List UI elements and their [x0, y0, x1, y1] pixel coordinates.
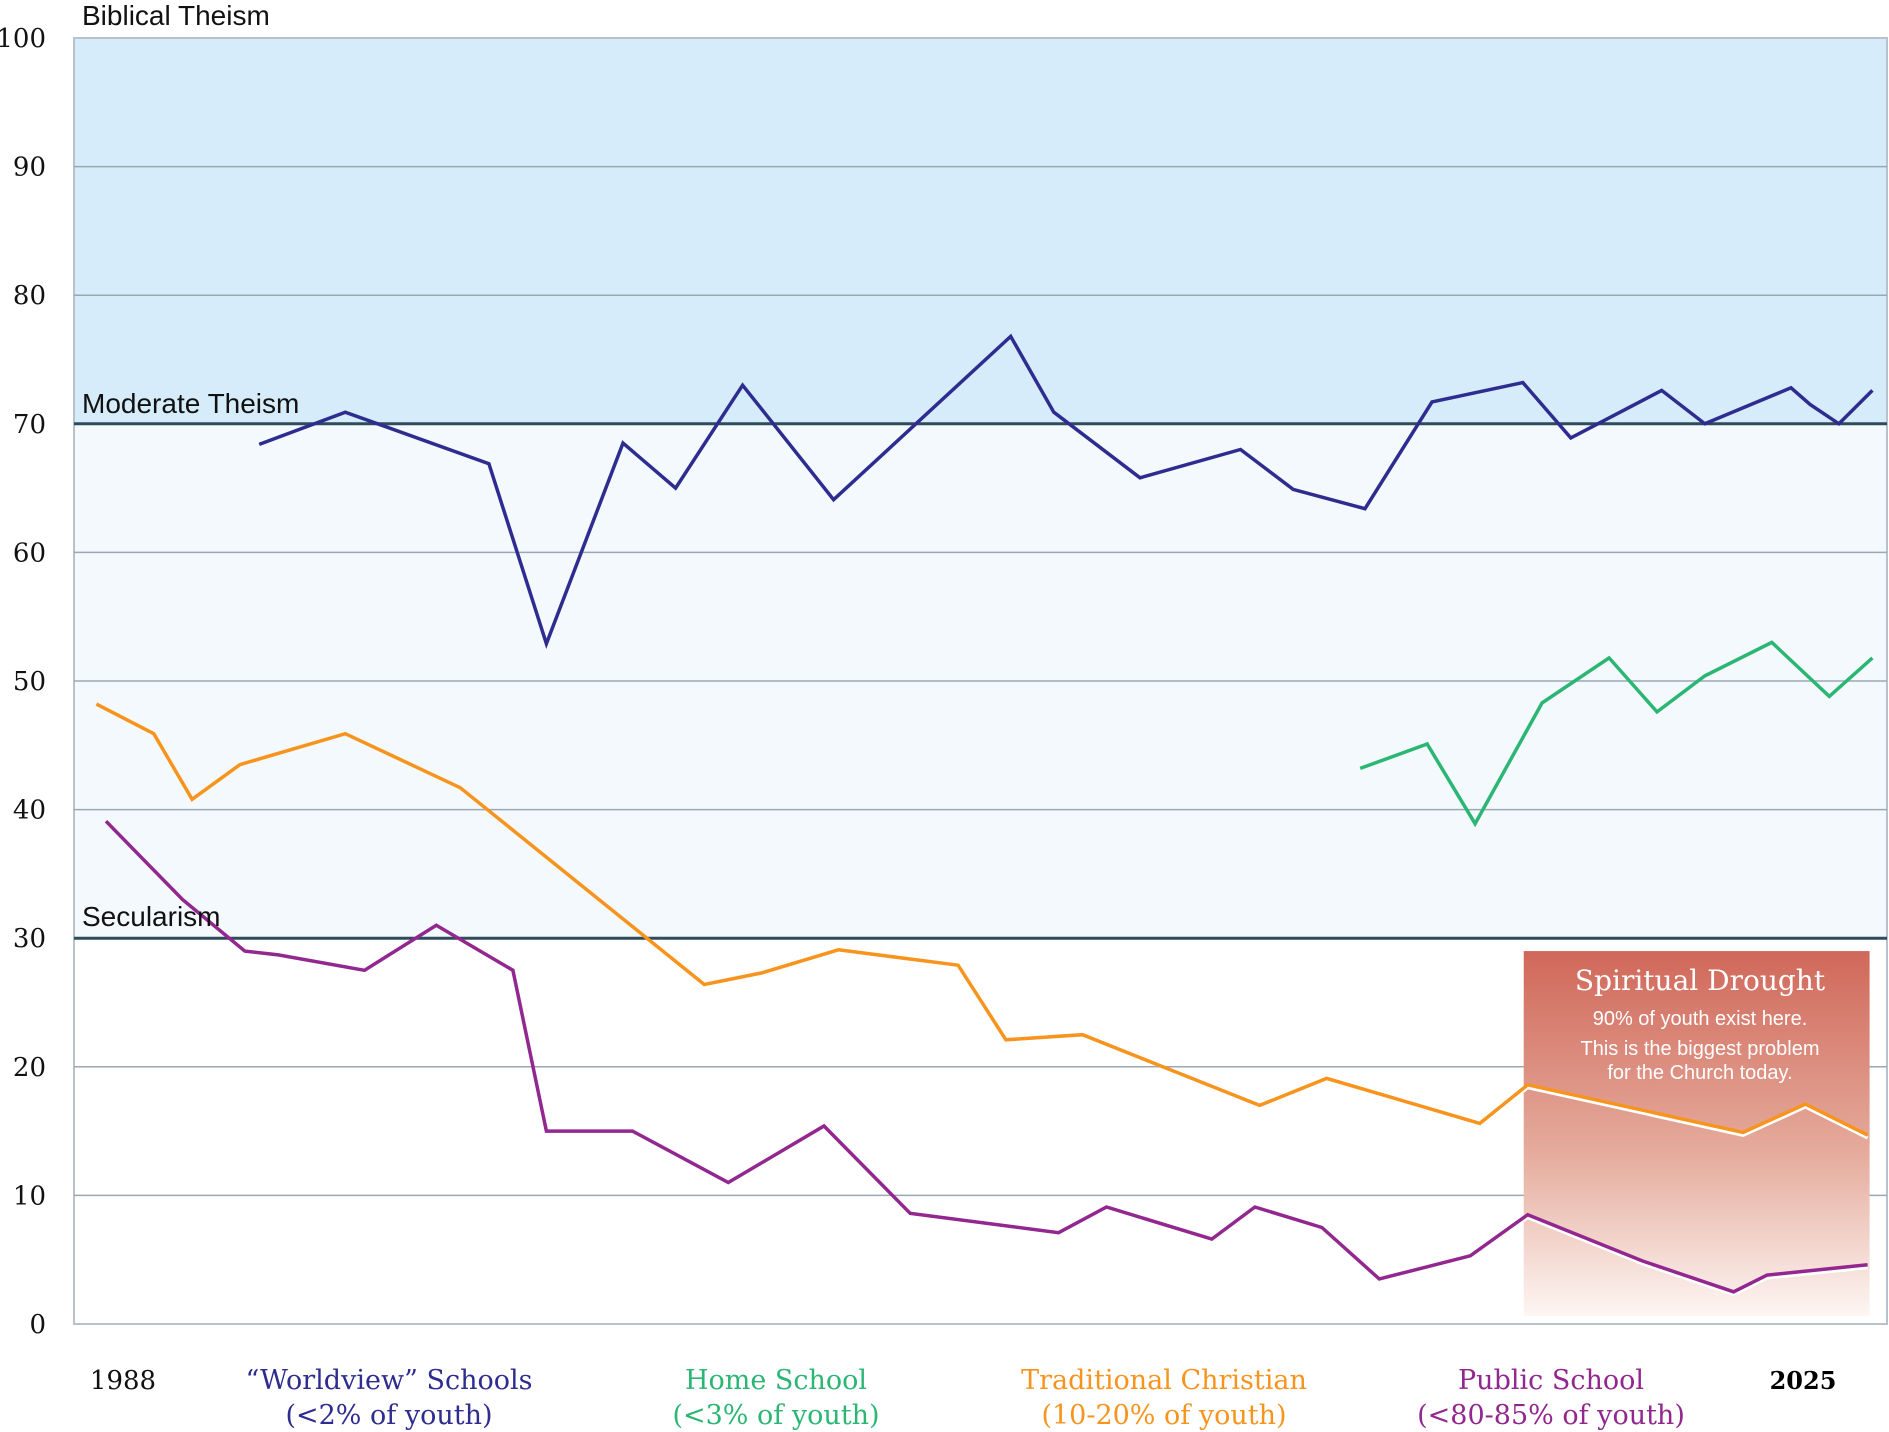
legend-share: (<3% of youth) — [672, 1400, 879, 1431]
legend-share: (<80-85% of youth) — [1417, 1400, 1685, 1431]
y-tick-label: 100 — [0, 24, 46, 54]
spiritual-drought-box — [1523, 951, 1870, 1316]
series-lines — [95, 333, 1874, 1297]
series-line-1 — [1359, 640, 1874, 828]
spiritual-drought-text: Spiritual Drought 90% of youth exist her… — [1575, 964, 1826, 1084]
y-tick-label: 90 — [13, 153, 46, 183]
series-line-3 — [104, 819, 1868, 1294]
y-axis-ticks: 0 10 20 30 40 50 60 70 80 90 100 — [0, 24, 46, 1340]
zone-label-biblical-theism: Biblical Theism — [82, 0, 270, 31]
x-label-start: 1988 — [90, 1366, 156, 1396]
annotation-title: Spiritual Drought — [1575, 964, 1826, 997]
zone-band-0 — [74, 38, 1887, 424]
y-tick-label: 30 — [13, 924, 46, 954]
y-tick-label: 60 — [13, 538, 46, 568]
legend-name: Home School — [685, 1365, 867, 1396]
legend-name: Public School — [1458, 1365, 1644, 1396]
annotation-line1: 90% of youth exist here. — [1593, 1008, 1808, 1030]
y-tick-label: 10 — [13, 1181, 46, 1211]
legend-name: Traditional Christian — [1021, 1365, 1307, 1396]
legend-share: (<2% of youth) — [285, 1400, 492, 1431]
x-label-end: 2025 — [1770, 1366, 1837, 1395]
legend: “Worldview” Schools (<2% of youth) Home Sc… — [246, 1365, 1685, 1431]
drought-box-rect — [1523, 951, 1870, 1316]
legend-name: “Worldview” Schools — [246, 1365, 533, 1396]
y-tick-label: 50 — [13, 667, 46, 697]
series-halo-2 — [1523, 1086, 1869, 1140]
zone-labels: Biblical Theism Moderate Theism Seculari… — [82, 0, 299, 932]
y-tick-label: 0 — [29, 1310, 46, 1340]
annotation-line3: for the Church today. — [1607, 1062, 1792, 1084]
y-tick-label: 80 — [13, 281, 46, 311]
y-tick-label: 70 — [13, 410, 46, 440]
zone-label-moderate-theism: Moderate Theism — [82, 388, 299, 419]
y-tick-label: 20 — [13, 1053, 46, 1083]
x-axis-labels: 1988 2025 — [90, 1366, 1836, 1396]
zone-label-secularism: Secularism — [82, 901, 220, 932]
y-tick-label: 40 — [13, 796, 46, 826]
annotation-line2: This is the biggest problem — [1580, 1038, 1819, 1060]
series-halo-3 — [1523, 1216, 1868, 1297]
legend-share: (10-20% of youth) — [1041, 1400, 1286, 1431]
